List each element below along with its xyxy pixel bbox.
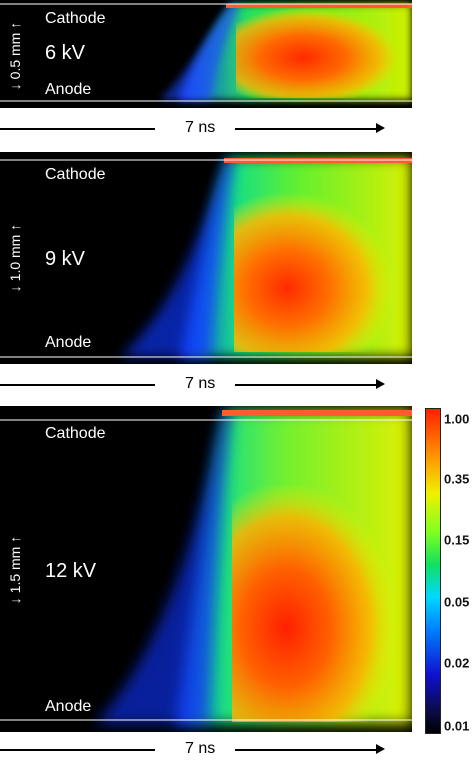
streak-image-6kv-art xyxy=(0,3,412,102)
voltage-label: 6 kV xyxy=(45,42,86,64)
colorbar-tick: 0.15 xyxy=(444,532,470,548)
cathode-label: Cathode xyxy=(45,425,106,442)
colorbar xyxy=(425,408,441,734)
streak-image-6kv: Cathode Anode 6 kV ↓ 0.5 mm ↑ xyxy=(0,0,412,108)
streak-image-9kv-art xyxy=(0,158,412,358)
anode-label: Anode xyxy=(45,81,92,98)
time-axis-label: 7 ns xyxy=(185,740,216,757)
streak-image-9kv: Cathode Anode 9 kV ↓ 1.0 mm ↑ xyxy=(0,152,412,364)
arrow-right-icon xyxy=(376,744,385,754)
colorbar-tick: 0.35 xyxy=(444,471,470,487)
colorbar-tick: 0.05 xyxy=(444,594,470,610)
colorbar-tick: 0.02 xyxy=(444,655,470,671)
colorbar-tick: 1.00 xyxy=(444,411,470,427)
cathode-label: Cathode xyxy=(45,166,106,183)
colorbar-tick: 0.01 xyxy=(444,718,470,734)
gap-label: ↓ 1.5 mm ↑ xyxy=(7,535,23,605)
voltage-label: 9 kV xyxy=(45,248,86,270)
time-axis-3: 7 ns xyxy=(0,740,412,757)
voltage-label: 12 kV xyxy=(45,560,97,582)
anode-label: Anode xyxy=(45,698,92,715)
time-axis-1: 7 ns xyxy=(0,119,412,136)
anode-label: Anode xyxy=(45,334,92,351)
gap-label: ↓ 0.5 mm ↑ xyxy=(7,21,23,91)
arrow-right-icon xyxy=(376,123,385,133)
time-axis-label: 7 ns xyxy=(185,375,216,392)
gap-label: ↓ 1.0 mm ↑ xyxy=(7,223,23,293)
streak-image-12kv-art xyxy=(0,410,412,724)
cathode-label: Cathode xyxy=(45,10,106,27)
arrow-right-icon xyxy=(376,379,385,389)
streak-image-12kv: Cathode Anode 12 kV ↓ 1.5 mm ↑ xyxy=(0,406,412,732)
time-axis-label: 7 ns xyxy=(185,119,216,136)
time-axis-2: 7 ns xyxy=(0,375,412,392)
